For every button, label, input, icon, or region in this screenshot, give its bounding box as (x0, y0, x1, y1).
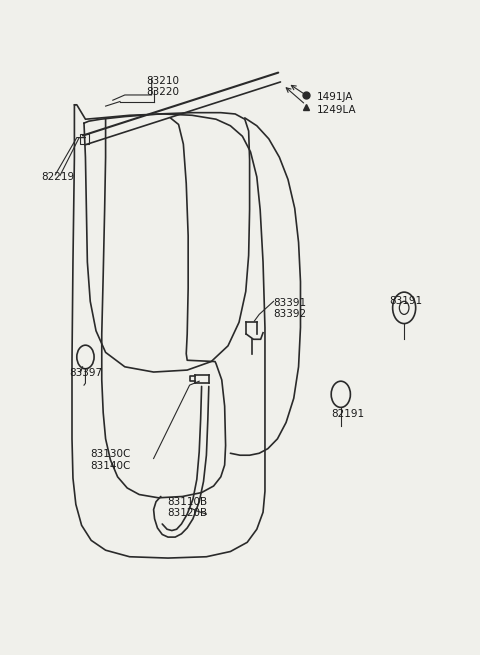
Text: 83210
83220: 83210 83220 (146, 76, 180, 97)
Text: 83392: 83392 (274, 309, 307, 320)
Bar (80, 134, 89, 144)
Text: 82191: 82191 (331, 409, 364, 419)
Text: 82219: 82219 (41, 172, 74, 182)
Text: 83397: 83397 (70, 368, 103, 379)
Text: 83110B
83120B: 83110B 83120B (167, 497, 207, 518)
Text: 1491JA: 1491JA (317, 92, 353, 102)
Text: 1249LA: 1249LA (317, 105, 357, 115)
Text: 83391: 83391 (274, 297, 307, 308)
Text: 83191: 83191 (389, 296, 422, 307)
Text: 83130C
83140C: 83130C 83140C (90, 449, 131, 470)
